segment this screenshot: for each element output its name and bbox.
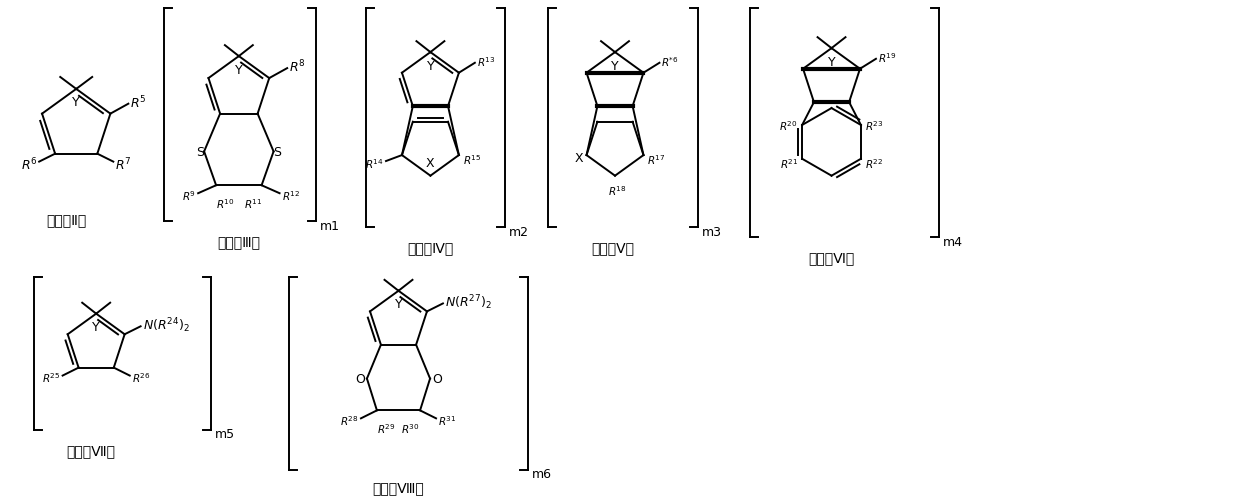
Text: $R^{15}$: $R^{15}$: [463, 153, 482, 167]
Text: $R^{10}$: $R^{10}$: [216, 197, 234, 210]
Text: 通式（Ⅱ）: 通式（Ⅱ）: [46, 213, 87, 227]
Text: 通式（Ⅳ）: 通式（Ⅳ）: [408, 240, 453, 255]
Text: Y: Y: [235, 64, 243, 76]
Text: $R^{31}$: $R^{31}$: [439, 414, 457, 427]
Text: $R^8$: $R^8$: [289, 59, 306, 75]
Text: m5: m5: [214, 428, 235, 440]
Text: $R^9$: $R^9$: [182, 189, 196, 203]
Text: $R^{29}$: $R^{29}$: [377, 421, 395, 435]
Text: m3: m3: [701, 225, 722, 238]
Text: $R^7$: $R^7$: [115, 156, 131, 172]
Text: O: O: [432, 372, 442, 385]
Text: $R^{19}$: $R^{19}$: [878, 51, 897, 65]
Text: $R^{23}$: $R^{23}$: [865, 119, 883, 133]
Text: Y: Y: [72, 96, 81, 109]
Text: m2: m2: [509, 225, 529, 238]
Text: m1: m1: [320, 219, 339, 232]
Text: $R^{28}$: $R^{28}$: [341, 414, 359, 427]
Text: $R^6$: $R^6$: [21, 156, 37, 172]
Text: $R^{30}$: $R^{30}$: [401, 421, 420, 435]
Text: $R^{17}$: $R^{17}$: [648, 153, 667, 167]
Text: $N(R^{27})_2$: $N(R^{27})_2$: [445, 293, 492, 311]
Text: $R^{21}$: $R^{21}$: [779, 156, 798, 170]
Text: $R^{18}$: $R^{18}$: [607, 183, 627, 197]
Text: X: X: [426, 157, 435, 170]
Text: $R^{12}$: $R^{12}$: [281, 189, 300, 203]
Text: Y: Y: [828, 56, 835, 69]
Text: Y: Y: [93, 321, 100, 333]
Text: Y: Y: [426, 60, 434, 72]
Text: S: S: [274, 146, 281, 159]
Text: $R^{11}$: $R^{11}$: [244, 197, 263, 210]
Text: S: S: [196, 146, 204, 159]
Text: $R^{26}$: $R^{26}$: [131, 371, 150, 385]
Text: $R^{25}$: $R^{25}$: [42, 371, 61, 385]
Text: $R^{*6}$: $R^{*6}$: [662, 55, 679, 69]
Text: $R^{14}$: $R^{14}$: [366, 157, 384, 170]
Text: $R^{13}$: $R^{13}$: [477, 55, 496, 69]
Text: 通式（Ⅷ）: 通式（Ⅷ）: [373, 481, 425, 494]
Text: 通式（Ⅴ）: 通式（Ⅴ）: [591, 240, 634, 255]
Text: m6: m6: [533, 467, 553, 480]
Text: Y: Y: [395, 298, 403, 311]
Text: 通式（Ⅶ）: 通式（Ⅶ）: [67, 443, 115, 457]
Text: 通式（Ⅲ）: 通式（Ⅲ）: [217, 234, 260, 248]
Text: $N(R^{24})_2$: $N(R^{24})_2$: [142, 315, 190, 334]
Text: $R^5$: $R^5$: [130, 94, 146, 111]
Text: 通式（Ⅵ）: 通式（Ⅵ）: [808, 250, 855, 265]
Text: X: X: [574, 151, 582, 164]
Text: $R^{20}$: $R^{20}$: [779, 119, 798, 133]
Text: $R^{22}$: $R^{22}$: [865, 156, 883, 170]
Text: O: O: [356, 372, 366, 385]
Text: Y: Y: [611, 60, 618, 72]
Text: m4: m4: [943, 235, 963, 248]
